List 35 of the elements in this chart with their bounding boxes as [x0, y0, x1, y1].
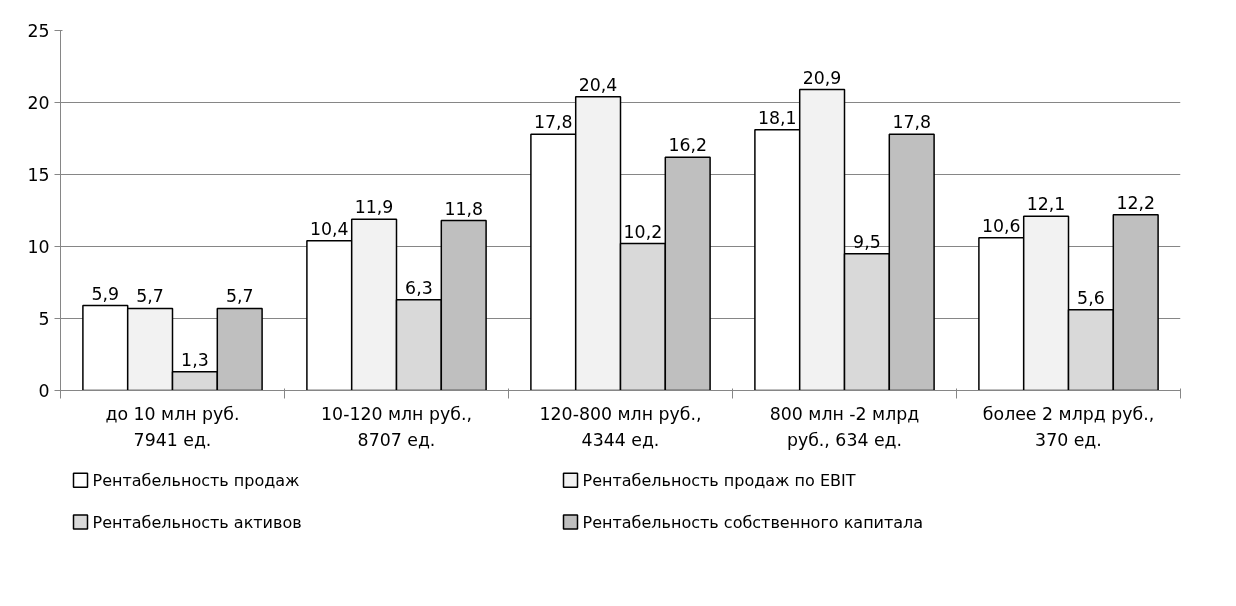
data-label: 5,6: [1077, 287, 1105, 308]
data-label: 17,8: [534, 112, 573, 133]
data-label: 5,7: [136, 286, 164, 307]
data-label: 11,9: [354, 197, 394, 218]
y-tick-label: 15: [27, 165, 50, 185]
legend-label: Рентабельность продаж по EBIT: [582, 470, 856, 490]
data-label: 20,9: [802, 67, 842, 88]
data-label: 10,6: [982, 215, 1021, 236]
data-label: 6,3: [405, 277, 433, 298]
data-label: 12,2: [1116, 192, 1155, 213]
data-label: 10,4: [310, 218, 349, 239]
legend-label: Рентабельность активов: [92, 512, 302, 532]
y-tick-label: 10: [27, 237, 50, 257]
data-label: 16,2: [668, 135, 707, 156]
legend-label: Рентабельность собственного капитала: [582, 512, 924, 532]
data-label: 20,4: [578, 74, 618, 95]
y-tick-label: 5: [38, 309, 50, 329]
data-label: 1,3: [181, 349, 209, 370]
data-label: 9,5: [853, 231, 881, 252]
y-tick-label: 25: [27, 21, 50, 41]
y-tick-label: 0: [38, 381, 50, 401]
data-label: 5,7: [225, 286, 254, 307]
data-label: 10,2: [623, 221, 663, 242]
x-tick-label: до 10 млн руб. 7941 ед.: [105, 404, 240, 451]
data-label: 17,8: [892, 112, 931, 133]
legend-label: Рентабельность продаж: [92, 470, 300, 490]
x-tick-label: 800 млн -2 млрд руб., 634 ед.: [769, 404, 920, 451]
data-label: 18,1: [758, 107, 797, 128]
data-label: 12,1: [1026, 194, 1066, 215]
data-label: 5,9: [91, 283, 120, 304]
y-tick-label: 20: [27, 93, 50, 113]
x-tick-label: 10-120 млн руб., 8707 ед.: [321, 404, 472, 451]
x-tick-label: 120-800 млн руб., 4344 ед.: [539, 404, 702, 451]
x-tick-label: более 2 млрд руб., 370 ед.: [982, 404, 1155, 451]
data-label: 11,8: [444, 198, 483, 219]
